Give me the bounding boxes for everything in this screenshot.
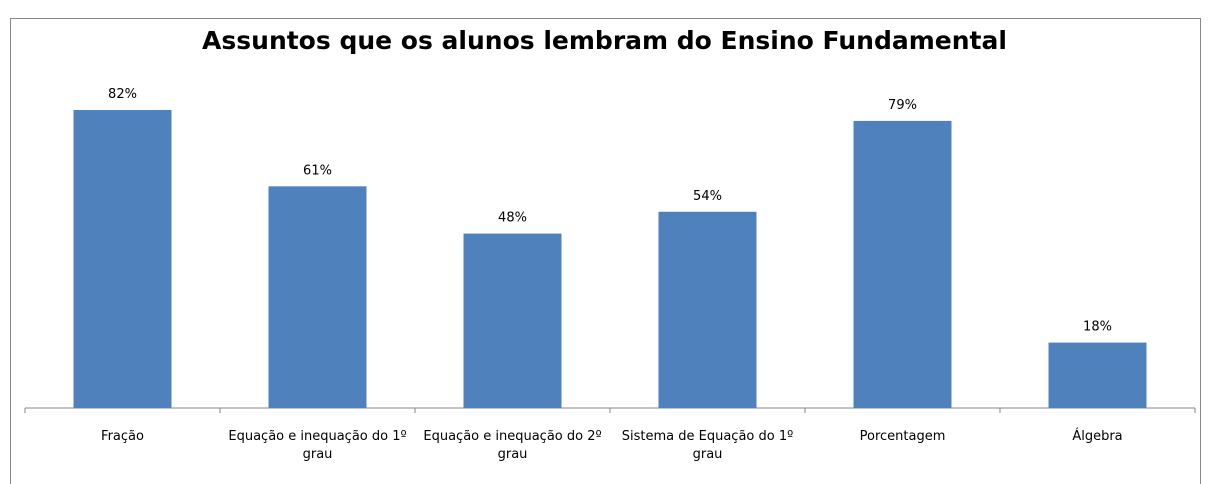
bar xyxy=(73,110,172,409)
chart-frame xyxy=(10,18,1201,484)
data-label: 18% xyxy=(1083,320,1112,335)
x-tick-label: Porcentagem xyxy=(859,429,946,444)
data-label: 61% xyxy=(303,163,332,178)
bar xyxy=(268,186,367,408)
x-tick-label: Sistema de Equação do 1º grau xyxy=(621,429,794,462)
data-label: 54% xyxy=(693,189,722,204)
x-tick-label: Álgebra xyxy=(1072,429,1123,444)
bar xyxy=(658,211,757,408)
data-label: 79% xyxy=(888,98,917,113)
x-tick-label: Equação e inequação do 1º grau xyxy=(228,429,407,462)
x-tick-label: Equação e inequação do 2º grau xyxy=(423,429,602,462)
bar xyxy=(853,120,952,408)
bar xyxy=(463,233,562,408)
data-label: 82% xyxy=(108,87,137,102)
chart-title: Assuntos que os alunos lembram do Ensino… xyxy=(202,26,1007,55)
x-tick-label: Fração xyxy=(101,429,144,444)
bar xyxy=(1048,342,1147,408)
data-label: 48% xyxy=(498,211,527,226)
